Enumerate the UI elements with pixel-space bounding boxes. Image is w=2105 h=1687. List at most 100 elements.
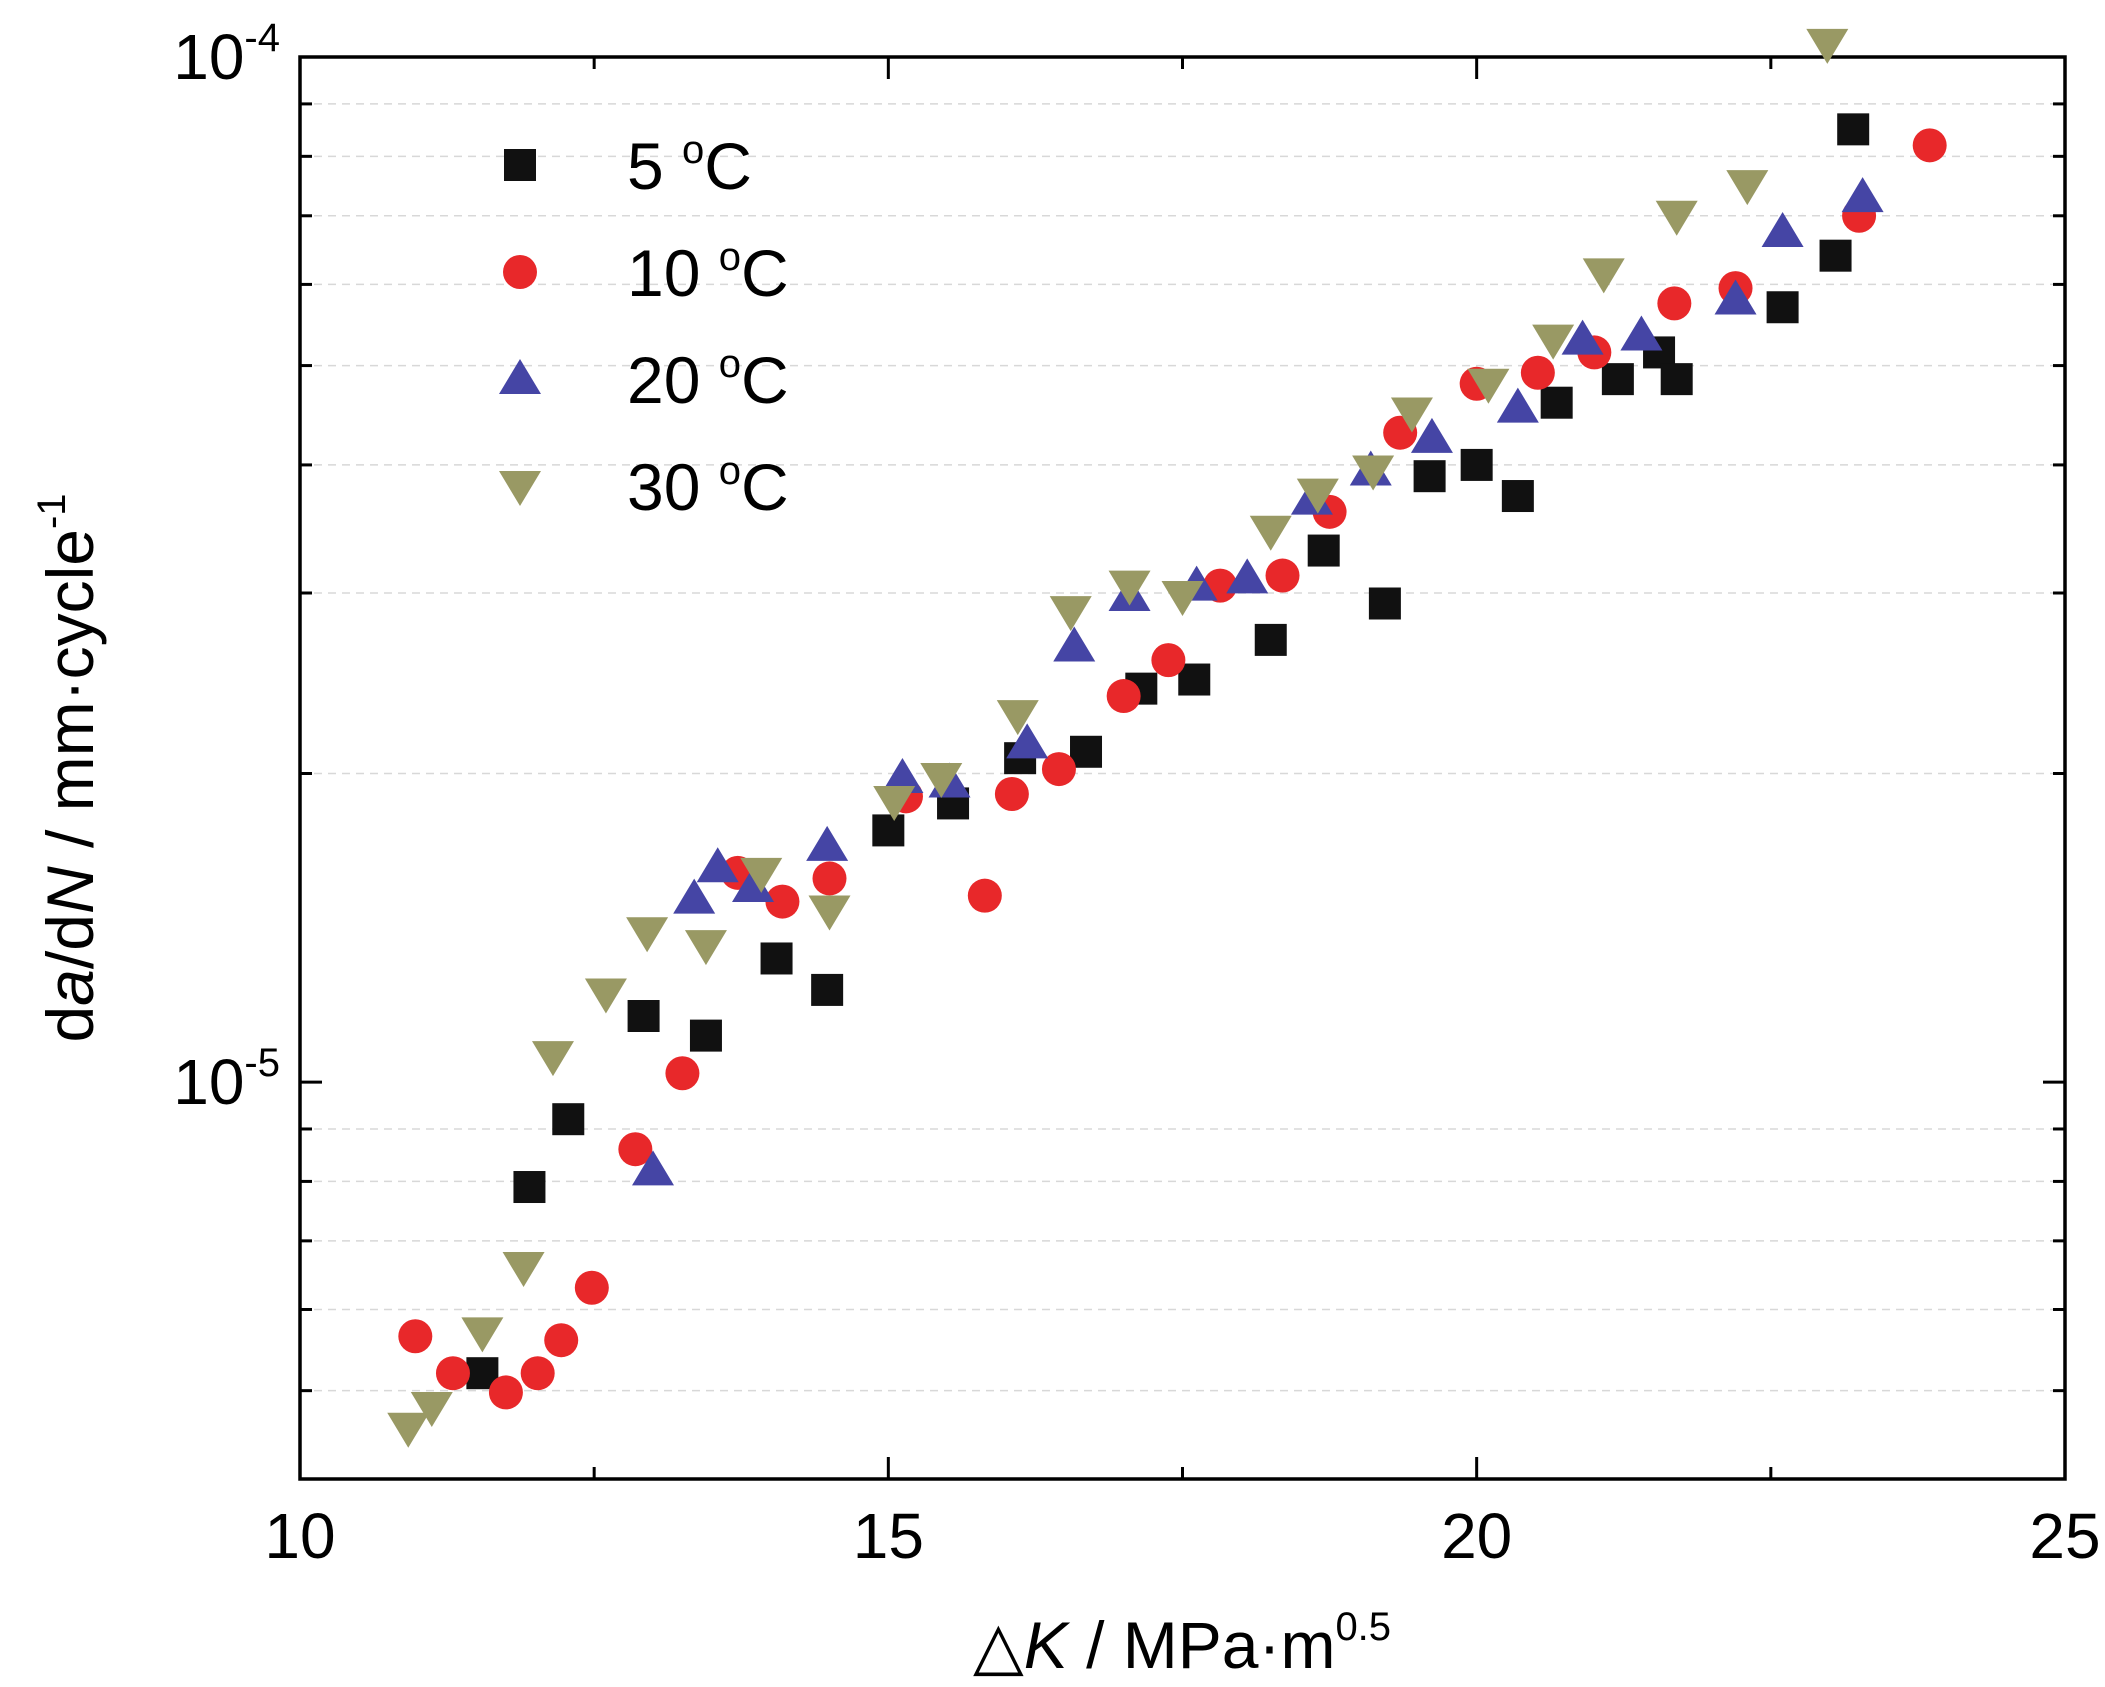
legend-item: 10 oC	[503, 235, 789, 310]
data-point	[1496, 387, 1539, 423]
data-point	[684, 930, 727, 966]
y-tick-label-exp: -5	[244, 1041, 280, 1085]
legend-label-degree: o	[719, 235, 741, 279]
y-tick-label-exp: -4	[244, 16, 280, 60]
data-point	[584, 978, 627, 1014]
data-point	[1714, 279, 1757, 315]
data-point	[1467, 368, 1510, 404]
data-point	[1265, 558, 1300, 593]
x-tick-labels: 10 15 20 25	[264, 1500, 2100, 1572]
y-axis-label-unit: / mm·cycle	[33, 529, 107, 866]
data-point	[1352, 455, 1395, 491]
data-point	[1151, 643, 1186, 678]
data-point	[1601, 363, 1634, 396]
legend-label-main: 5	[627, 129, 682, 203]
series-2	[398, 128, 1947, 1410]
data-point	[1726, 170, 1769, 206]
legend-label-degree: o	[719, 342, 741, 386]
data-point	[552, 1103, 585, 1136]
x-tick-label: 20	[1441, 1500, 1512, 1572]
x-axis-label-prefix: △	[973, 1608, 1024, 1682]
data-point	[1819, 239, 1852, 272]
data-point	[1582, 258, 1625, 294]
data-point	[806, 825, 849, 861]
y-tick-label-base: 10	[173, 1046, 244, 1118]
data-point	[808, 895, 851, 931]
data-point	[732, 866, 775, 902]
x-axis-label-var: K	[1024, 1608, 1071, 1682]
data-point	[996, 700, 1039, 736]
data-point	[673, 878, 716, 914]
data-point	[513, 1171, 546, 1204]
legend-marker	[504, 149, 536, 181]
data-point	[920, 762, 963, 798]
legend-label-unit: C	[704, 129, 752, 203]
data-point	[1226, 558, 1269, 594]
y-axis-label-var2: N	[33, 866, 107, 914]
data-point	[1912, 128, 1947, 163]
data-point	[689, 1019, 722, 1052]
data-point	[1761, 211, 1804, 247]
data-point	[626, 917, 669, 953]
data-point	[1178, 663, 1211, 696]
data-point	[873, 786, 916, 822]
data-point	[1410, 417, 1453, 453]
data-point	[812, 861, 847, 896]
legend-marker	[503, 255, 537, 289]
data-point	[1006, 723, 1049, 759]
data-point	[574, 1270, 609, 1305]
data-point	[1520, 355, 1555, 390]
data-point	[398, 1319, 433, 1354]
x-tick-label: 15	[853, 1500, 924, 1572]
y-axis-label-d: d	[33, 1006, 107, 1043]
data-point	[1254, 623, 1287, 656]
data-point	[1766, 291, 1799, 324]
legend-marker	[499, 471, 541, 506]
y-tick-label: 10-4	[173, 16, 280, 93]
data-point	[1053, 626, 1096, 662]
data-point	[1249, 515, 1292, 551]
series-4	[387, 28, 1849, 1448]
y-axis-label-mid: /d	[33, 914, 107, 969]
data-point	[1390, 397, 1433, 433]
y-tick-labels: 10-510-4	[173, 16, 280, 1118]
legend-label-unit: C	[741, 343, 789, 417]
data-point	[1806, 28, 1849, 64]
data-point	[740, 857, 783, 893]
legend-label-main: 20	[627, 343, 719, 417]
data-point	[1413, 460, 1446, 493]
data-point	[811, 973, 844, 1006]
data-point	[1501, 480, 1534, 513]
x-axis-label: △K / MPa·m0.5	[973, 1605, 1391, 1682]
data-point	[1108, 570, 1151, 606]
legend-item: 20 oC	[499, 342, 789, 417]
legend-label-degree: o	[682, 128, 704, 172]
data-point	[1161, 580, 1204, 616]
data-point	[1106, 679, 1141, 714]
data-point	[387, 1412, 430, 1448]
legend-item: 30 oC	[499, 449, 789, 524]
data-point	[632, 1150, 674, 1186]
legend-label-main: 30	[627, 450, 719, 524]
legend-label: 30 oC	[627, 449, 789, 524]
legend-marker	[499, 359, 541, 394]
x-tick-label: 25	[2029, 1500, 2100, 1572]
data-point	[1307, 534, 1340, 567]
data-point	[520, 1356, 555, 1391]
legend-label-main: 10	[627, 236, 719, 310]
data-point	[881, 757, 924, 793]
x-tick-label: 10	[264, 1500, 335, 1572]
data-point	[502, 1252, 545, 1288]
data-points	[387, 28, 1947, 1448]
y-axis-label-var1: a	[33, 969, 107, 1006]
y-tick-label: 10-5	[173, 1041, 280, 1118]
y-axis-label-sup: -1	[30, 493, 74, 529]
data-point	[1041, 752, 1076, 787]
data-point	[461, 1317, 504, 1353]
data-point	[1049, 596, 1092, 632]
data-point	[1841, 177, 1884, 213]
data-point	[994, 776, 1029, 811]
plot-frame	[298, 55, 2067, 1481]
